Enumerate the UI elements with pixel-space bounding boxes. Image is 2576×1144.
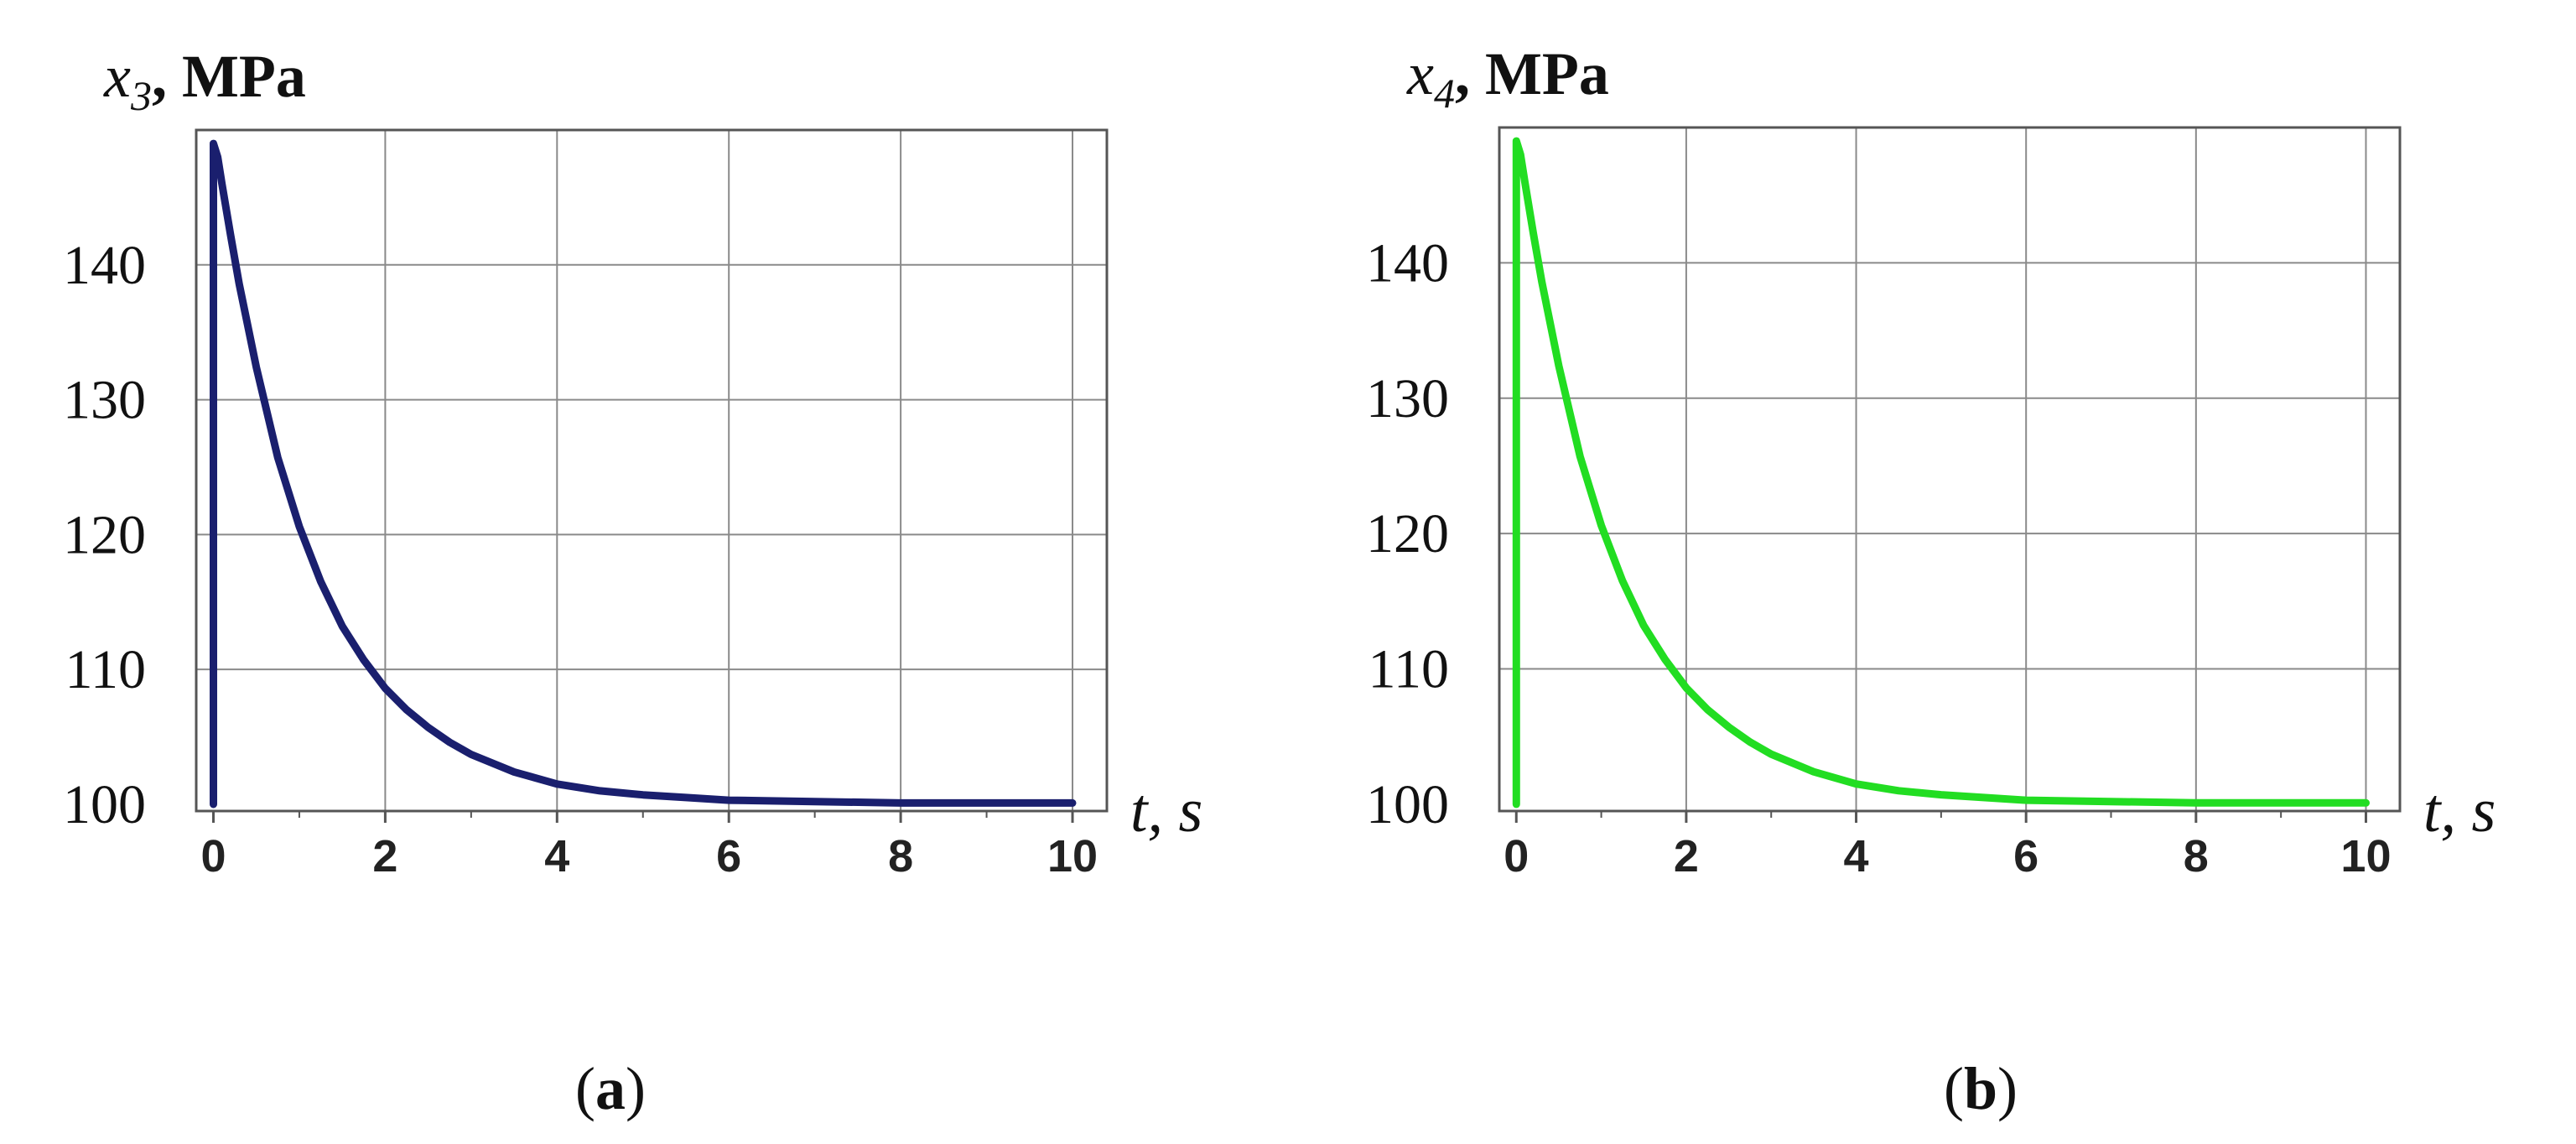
chart2-y-tick-label: 100 — [1366, 774, 1449, 835]
chart2-x-tick-label: 2 — [1674, 831, 1699, 881]
chart1-x-tick-label: 8 — [888, 831, 913, 881]
chart1-panel-label-letter: a — [595, 1055, 626, 1122]
chart2-panel-label: (b) — [1944, 1055, 2018, 1122]
chart1-y-axis-label: x3, MPa — [103, 43, 306, 119]
chart2-x-tick-label: 0 — [1504, 831, 1529, 881]
chart2-y-tick-label: 120 — [1366, 503, 1449, 564]
chart2-y-axis-label: x4, MPa — [1406, 40, 1609, 117]
chart1-y-tick-label: 130 — [63, 370, 146, 431]
chart2-series-line — [1512, 137, 2370, 809]
chart1-y-axis-symbol: x — [103, 43, 131, 110]
chart1-series-line — [210, 139, 1077, 809]
chart2-plot-frame — [1498, 126, 2402, 813]
chart1-x-tick-label: 6 — [716, 831, 741, 881]
chart1-x-tick-label: 0 — [200, 831, 226, 881]
chart1-y-tick-label: 100 — [63, 774, 146, 835]
chart2-y-tick-label: 140 — [1366, 232, 1449, 294]
chart2-x-tick-label: 4 — [1844, 831, 1869, 881]
chart1-x-axis-label: t, s — [1130, 777, 1202, 845]
chart2-panel-label-close: ) — [1997, 1055, 2018, 1122]
chart1-panel-label-open: ( — [575, 1055, 595, 1122]
chart1-x-tick-label: 2 — [372, 831, 397, 881]
chart2-x-tick-label: 6 — [2013, 831, 2038, 881]
chart1-y-tick-label: 110 — [65, 639, 146, 700]
chart2-y-axis-symbol: x — [1406, 40, 1434, 107]
chart2-panel-label-letter: b — [1964, 1055, 1997, 1122]
chart2-y-axis-subscript: 4 — [1434, 70, 1455, 117]
chart1-plot-frame — [195, 128, 1109, 813]
chart2-x-axis-label: t, s — [2423, 777, 2496, 845]
chart2-y-axis-unit: , MPa — [1455, 40, 1609, 107]
chart1-panel-label-close: ) — [626, 1055, 646, 1122]
chart2-y-tick-label: 130 — [1366, 368, 1449, 429]
chart1-panel-label: (a) — [575, 1055, 646, 1122]
chart1-panel: 0 2 4 6 8 10 100 110 120 130 140 x3, MPa t, s (a) — [63, 43, 1202, 1122]
chart2-panel-label-open: ( — [1944, 1055, 1964, 1122]
chart2-y-tick-label: 110 — [1368, 639, 1449, 700]
chart1-y-tick-label: 120 — [63, 504, 146, 565]
chart1-y-tick-label: 140 — [63, 235, 146, 296]
chart1-y-axis-unit: , MPa — [152, 43, 306, 110]
chart2-x-tick-label: 8 — [2184, 831, 2209, 881]
chart1-x-tick-label: 10 — [1047, 831, 1098, 881]
chart1-y-axis-subscript: 3 — [130, 72, 152, 119]
chart2-x-tick-label: 10 — [2340, 831, 2391, 881]
chart1-x-tick-label: 4 — [544, 831, 569, 881]
